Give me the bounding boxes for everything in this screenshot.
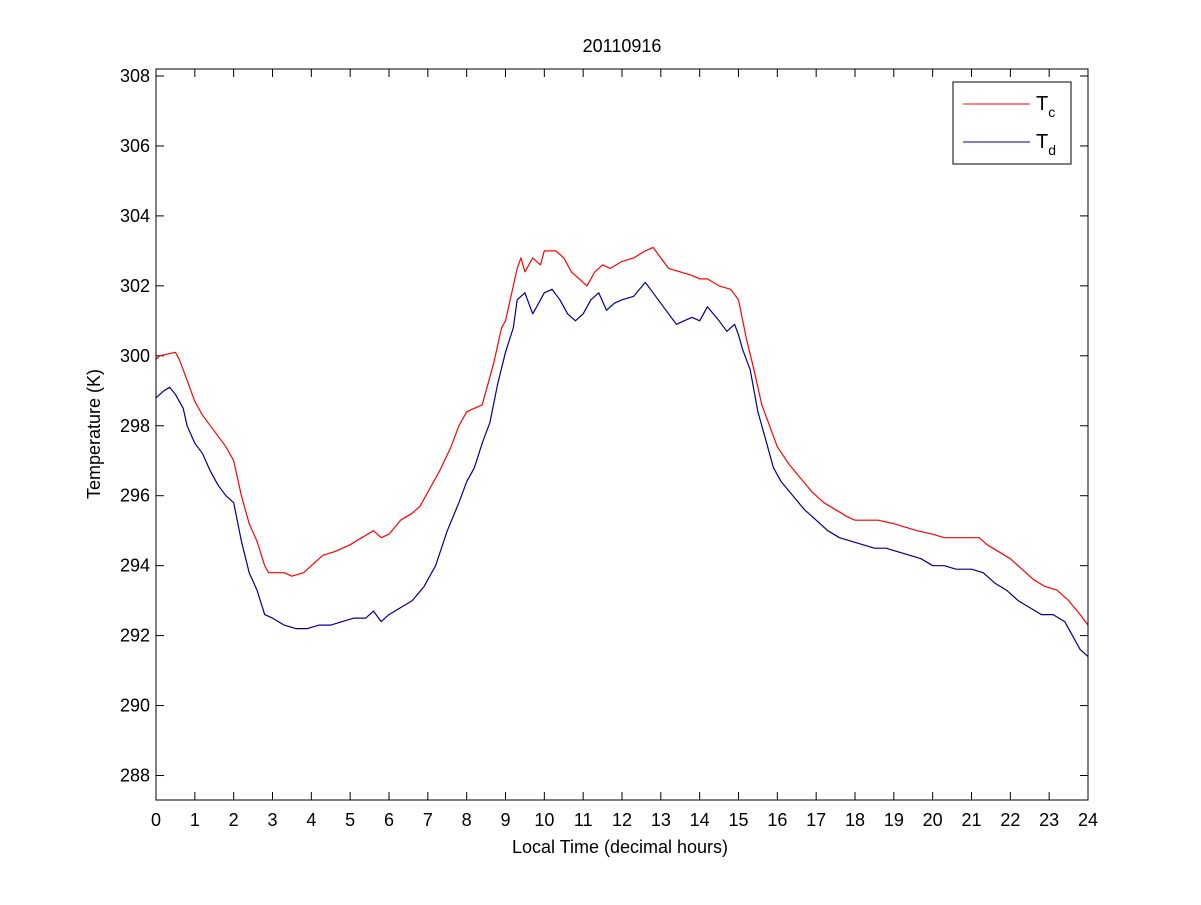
x-tick-label: 5 [345,810,355,830]
plot-area [156,69,1088,800]
x-tick-label: 9 [500,810,510,830]
x-tick-label: 19 [884,810,904,830]
x-tick-label: 8 [462,810,472,830]
x-axis-label: Local Time (decimal hours) [512,837,728,857]
y-tick-label: 298 [120,416,150,436]
x-tick-label: 0 [151,810,161,830]
x-tick-label: 16 [767,810,787,830]
x-tick-label: 24 [1078,810,1098,830]
y-tick-label: 304 [120,206,150,226]
y-tick-label: 294 [120,556,150,576]
x-tick-label: 7 [423,810,433,830]
series-line-td [155,281,1089,658]
legend-label-tc-sub: c [1048,104,1055,120]
axes-box [155,68,1089,801]
legend-box [952,81,1072,165]
axis-ticks: 0 1 2 3 4 5 6 7 8 9 10 11 12 13 14 15 16 17 18 19 20 21 22 23 24… [120,66,1098,830]
x-tick-label: 2 [229,810,239,830]
x-tick-label: 22 [1000,810,1020,830]
legend-label-td-main: T [1036,131,1048,153]
y-axis-label: Temperature (K) [84,369,104,499]
x-tick-label: 10 [534,810,554,830]
x-tick-label: 14 [690,810,710,830]
x-tick-label: 15 [728,810,748,830]
y-tick-label: 292 [120,626,150,646]
legend-label-td-sub: d [1048,142,1056,158]
y-tick-label: 306 [120,136,150,156]
y-tick-label: 296 [120,486,150,506]
x-tick-label: 6 [384,810,394,830]
legend-label-td: Td [1036,131,1056,158]
y-tick-label: 288 [120,766,150,786]
x-tick-label: 21 [961,810,981,830]
legend-label-tc-main: T [1036,93,1048,115]
x-tick-label: 17 [806,810,826,830]
x-tick-label: 13 [651,810,671,830]
chart-title: 20110916 [583,36,662,56]
x-tick-label: 4 [306,810,316,830]
x-tick-label: 18 [845,810,865,830]
y-tick-label: 302 [120,276,150,296]
x-tick-label: 11 [574,810,593,830]
x-tick-label: 1 [190,810,200,830]
legend-label-tc: Tc [1036,93,1055,120]
x-tick-label: 23 [1039,810,1059,830]
legend: Tc Td [952,81,1072,165]
y-tick-label: 290 [120,696,150,716]
y-tick-label: 300 [120,346,150,366]
y-tick-label: 308 [120,66,150,86]
series-layer [155,246,1089,658]
series-line-tc [155,246,1089,626]
x-tick-label: 3 [267,810,277,830]
x-tick-label: 12 [612,810,632,830]
x-tick-label: 20 [923,810,943,830]
